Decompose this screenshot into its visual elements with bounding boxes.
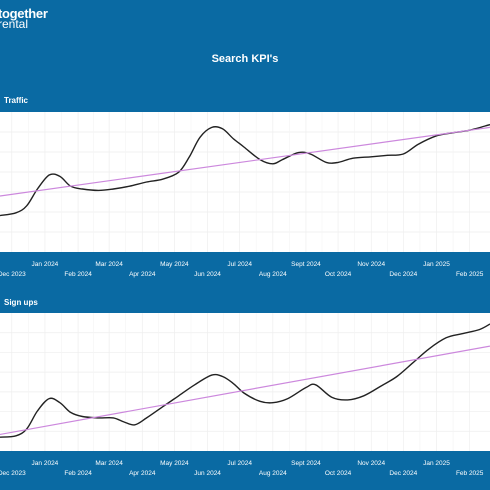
signups-x-tick-label: Jun 2024 <box>194 470 221 477</box>
signups-x-tick-label: Apr 2024 <box>129 470 156 477</box>
brand-line-2: rental <box>0 17 29 31</box>
traffic-x-tick-label: Aug 2024 <box>259 271 287 278</box>
signups-x-tick-label: Aug 2024 <box>259 470 287 477</box>
traffic-x-tick-label: Sept 2024 <box>291 261 321 268</box>
signups-x-tick-label: Jan 2025 <box>423 460 450 467</box>
traffic-x-tick-label: Dec 2024 <box>389 271 417 278</box>
traffic-series-line <box>0 123 490 217</box>
traffic-x-tick-label: Feb 2024 <box>64 271 92 278</box>
traffic-x-tick-label: Nov 2024 <box>357 261 385 268</box>
traffic-x-tick-label: Mar 2024 <box>95 261 123 268</box>
traffic-x-tick-label: Dec 2023 <box>0 271 26 278</box>
signups-x-tick-label: Dec 2024 <box>389 470 417 477</box>
brand-logo: together rental <box>0 6 48 31</box>
signups-x-tick-label: Nov 2024 <box>357 460 385 467</box>
signups-x-tick-label: Dec 2023 <box>0 470 26 477</box>
traffic-x-tick-label: Jun 2024 <box>194 271 221 278</box>
signups-series-line <box>0 323 490 438</box>
traffic-x-tick-label: May 2024 <box>160 261 189 268</box>
traffic-chart-title: Traffic <box>4 96 29 105</box>
signups-trend-line <box>0 345 490 436</box>
page-title: Search KPI's <box>211 53 279 65</box>
traffic-x-tick-label: Apr 2024 <box>129 271 156 278</box>
signups-x-tick-label: Oct 2024 <box>325 470 352 477</box>
traffic-x-tick-label: Jan 2024 <box>32 261 59 268</box>
traffic-x-tick-label: Jan 2025 <box>423 261 450 268</box>
signups-plot-area <box>0 313 490 451</box>
signups-x-tick-label: Sept 2024 <box>291 460 321 467</box>
traffic-x-tick-label: Feb 2025 <box>456 271 484 278</box>
signups-x-tick-label: Mar 2024 <box>95 460 123 467</box>
traffic-x-tick-label: Jul 2024 <box>227 261 252 268</box>
traffic-plot-area <box>0 112 490 252</box>
signups-x-tick-label: Feb 2025 <box>456 470 484 477</box>
signups-x-tick-label: Jan 2024 <box>32 460 59 467</box>
traffic-trend-line <box>0 126 490 197</box>
signups-x-tick-label: Feb 2024 <box>64 470 92 477</box>
traffic-x-tick-label: Oct 2024 <box>325 271 352 278</box>
signups-x-tick-label: May 2024 <box>160 460 189 467</box>
signups-x-tick-label: Jul 2024 <box>227 460 252 467</box>
brand-line-1: together <box>0 6 48 21</box>
signups-chart-title: Sign ups <box>4 298 38 307</box>
